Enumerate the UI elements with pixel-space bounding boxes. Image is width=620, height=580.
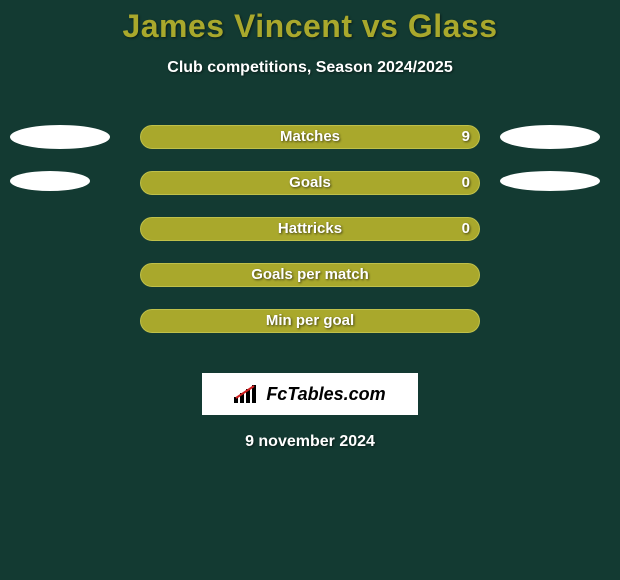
- stat-value: 9: [462, 125, 470, 149]
- left-ellipse-icon: [10, 125, 110, 149]
- comparison-card: James Vincent vs Glass Club competitions…: [0, 0, 620, 580]
- right-ellipse-icon: [500, 171, 600, 191]
- stat-row: Goals per match: [0, 263, 620, 309]
- stat-label: Goals: [140, 171, 480, 195]
- stat-row: Hattricks0: [0, 217, 620, 263]
- branding-badge: FcTables.com: [202, 373, 418, 415]
- stat-label: Matches: [140, 125, 480, 149]
- branding-text: FcTables.com: [266, 384, 385, 405]
- page-subtitle: Club competitions, Season 2024/2025: [0, 59, 620, 77]
- stat-label: Min per goal: [140, 309, 480, 333]
- stat-value: 0: [462, 171, 470, 195]
- stat-rows: Matches9Goals0Hattricks0Goals per matchM…: [0, 125, 620, 355]
- stat-value: 0: [462, 217, 470, 241]
- branding-logo-icon: [234, 385, 260, 403]
- stat-row: Min per goal: [0, 309, 620, 355]
- date-text: 9 november 2024: [0, 433, 620, 451]
- page-title: James Vincent vs Glass: [0, 0, 620, 45]
- stat-label: Goals per match: [140, 263, 480, 287]
- right-ellipse-icon: [500, 125, 600, 149]
- stat-row: Matches9: [0, 125, 620, 171]
- left-ellipse-icon: [10, 171, 90, 191]
- stat-row: Goals0: [0, 171, 620, 217]
- stat-label: Hattricks: [140, 217, 480, 241]
